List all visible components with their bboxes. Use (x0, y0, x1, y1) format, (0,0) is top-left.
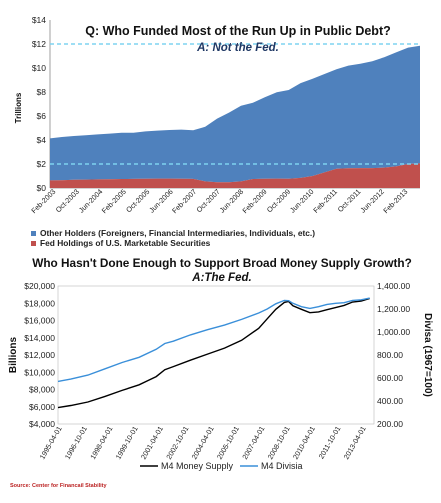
top-reference-lines (50, 43, 420, 165)
top-y-tick-label: $14 (32, 15, 46, 25)
top-y-tick-label: $2 (37, 159, 47, 169)
bottom-y-tick-label: $10,000 (24, 367, 55, 377)
top-x-tick-labels: Feb-2003Oct-2003Jun-2004Feb-2005Oct-2005… (29, 187, 409, 215)
area-other-holders (50, 45, 420, 183)
top-x-tick-label: Feb-2007 (170, 187, 198, 215)
legend-label-fed-holdings: Fed Holdings of U.S. Marketable Securiti… (40, 238, 211, 248)
top-x-tick-label: Oct-2009 (265, 187, 292, 214)
bottom-y-axis-label: Billions (8, 337, 19, 374)
top-y-axis-label: Trillions (14, 92, 23, 123)
bottom-chart: Who Hasn't Done Enough to Support Broad … (8, 256, 433, 489)
top-y-tick-label: $4 (37, 135, 47, 145)
top-x-tick-label: Feb-2013 (381, 187, 409, 215)
line-m4-divisia (57, 297, 370, 383)
top-y-tick-labels: $0 $2 $4 $6 $8 $10 $12 $14 (32, 15, 46, 193)
bottom-y-tick-label: $12,000 (24, 350, 55, 360)
bottom-chart-title: Who Hasn't Done Enough to Support Broad … (32, 256, 412, 270)
top-y-tick-label: $12 (32, 39, 46, 49)
bottom-y2-tick-label: 1,000.00 (377, 327, 410, 337)
bottom-x-tick-label: 2004-04-01 (190, 425, 216, 461)
bottom-y-tick-label: $20,000 (24, 281, 55, 291)
bottom-y-tick-label: $4,000 (29, 419, 55, 429)
bottom-plot-area (57, 285, 375, 425)
legend-label-m4-divisia: M4 Divisia (261, 461, 303, 471)
top-y-tick-label: $10 (32, 63, 46, 73)
legend-swatch-fed-holdings (31, 241, 36, 246)
bottom-x-tick-label: 2007-04-01 (240, 425, 266, 461)
bottom-x-tick-label: 1999-10-01 (114, 425, 140, 461)
bottom-x-tick-label: 2005-10-01 (215, 425, 241, 461)
bottom-x-tick-label: 1995-04-01 (38, 425, 64, 461)
line-m4-money-supply (57, 297, 370, 409)
legend-label-m4-money-supply: M4 Money Supply (161, 461, 234, 471)
top-chart-title: Q: Who Funded Most of the Run Up in Publ… (85, 24, 391, 38)
bottom-x-tick-label: 1998-04-01 (88, 425, 114, 461)
bottom-y2-tick-label: 400.00 (377, 396, 403, 406)
bottom-y2-tick-label: 800.00 (377, 350, 403, 360)
legend-swatch-other-holders (31, 231, 36, 236)
bottom-x-tick-label: 2001-04-01 (139, 425, 165, 461)
bottom-chart-subtitle: A:The Fed. (191, 272, 251, 284)
top-x-tick-label: Oct-2005 (124, 187, 151, 214)
bottom-y-tick-labels: $4,000 $6,000 $8,000 $10,000 $12,000 $14,000 $… (24, 281, 55, 429)
bottom-y-tick-label: $6,000 (29, 402, 55, 412)
bottom-y-tick-label: $14,000 (24, 333, 55, 343)
top-x-tick-label: Oct-2011 (336, 187, 363, 214)
top-y-tick-label: $0 (37, 183, 47, 193)
bottom-y2-tick-label: 200.00 (377, 419, 403, 429)
area-fed-holdings (50, 163, 420, 188)
source-note: Source: Center for Financail Stability (10, 483, 108, 489)
legend-label-other-holders: Other Holders (Foreigners, Financial Int… (40, 228, 315, 238)
bottom-x-tick-label: 2011-10-01 (317, 425, 343, 461)
top-x-tick-label: Feb-2005 (100, 187, 128, 215)
bottom-x-tick-labels: 1995-04-01 1996-10-01 1998-04-01 1999-10-01… (38, 425, 368, 461)
bottom-x-tick-label: 2002-10-01 (164, 425, 190, 461)
bottom-y-tick-label: $8,000 (29, 385, 55, 395)
top-chart-subtitle: A: Not the Fed. (196, 42, 279, 54)
bottom-y-tick-label: $18,000 (24, 298, 55, 308)
top-x-tick-label: Jun-2010 (288, 187, 316, 215)
top-x-tick-label: Feb-2011 (311, 187, 339, 215)
bottom-x-tick-label: 2013-04-01 (342, 425, 368, 461)
top-x-tick-label: Feb-2009 (240, 187, 268, 215)
bottom-x-tick-label: 2010-04-01 (291, 425, 317, 461)
bottom-y2-tick-label: 1,400.00 (377, 281, 410, 291)
bottom-y2-tick-label: 1,200.00 (377, 304, 410, 314)
bottom-y-tick-label: $16,000 (24, 316, 55, 326)
top-y-tick-label: $8 (37, 87, 47, 97)
bottom-y2-axis-label: Divisa (1967=100) (422, 313, 433, 397)
bottom-x-tick-label: 2008-10-01 (266, 425, 292, 461)
bottom-y2-tick-label: 600.00 (377, 373, 403, 383)
bottom-y2-tick-labels: 200.00 400.00 600.00 800.00 1,000.00 1,200.00… (377, 281, 410, 429)
top-x-tick-label: Oct-2003 (54, 187, 81, 214)
bottom-x-tick-label: 1996-10-01 (63, 425, 89, 461)
top-chart: $0 $2 $4 $6 $8 $10 $12 $14 Feb-2003Oct-2003Jun-… (14, 15, 420, 248)
top-y-tick-label: $6 (37, 111, 47, 121)
top-x-tick-label: Oct-2007 (194, 187, 221, 214)
